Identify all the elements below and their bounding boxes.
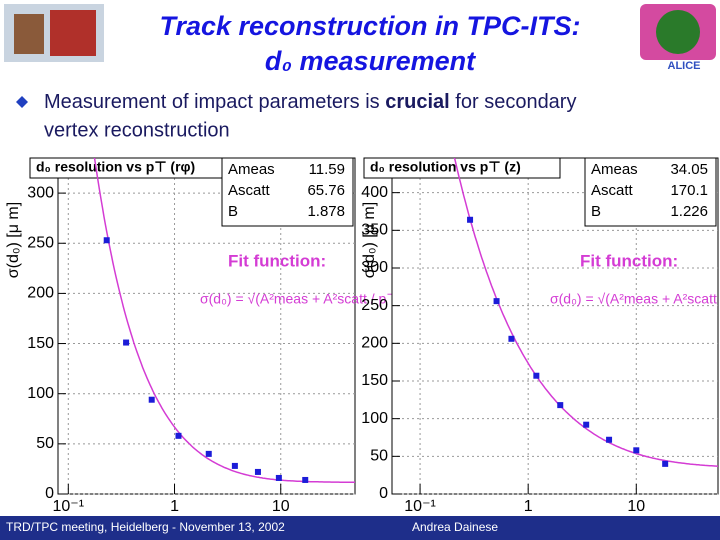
y-axis-label: σ(d₀) [μ m] bbox=[5, 202, 22, 278]
y-tick-label: 50 bbox=[370, 448, 388, 465]
data-point bbox=[205, 450, 212, 457]
bullet-icon bbox=[16, 96, 28, 108]
stat-value: 1.878 bbox=[307, 203, 345, 220]
x-tick-label: 10⁻¹ bbox=[404, 498, 436, 515]
logo-label: ALICE bbox=[668, 60, 701, 72]
bullet-part: Measurement of impact parameters is bbox=[44, 91, 380, 113]
data-point bbox=[662, 460, 669, 467]
y-tick-label: 50 bbox=[36, 435, 54, 452]
data-point bbox=[633, 447, 640, 454]
fit-label: Fit function: bbox=[580, 251, 678, 270]
data-point bbox=[493, 298, 500, 305]
data-point bbox=[533, 372, 540, 379]
x-tick-label: 1 bbox=[524, 498, 533, 515]
stat-name: Ameas bbox=[228, 161, 275, 178]
stat-value: 11.59 bbox=[309, 161, 345, 178]
y-tick-label: 0 bbox=[379, 485, 388, 502]
bullet-emphasis: crucial bbox=[385, 91, 449, 113]
slide-title: d₀ measurement bbox=[265, 46, 476, 76]
bullet-text: Measurement of impact parameters is cruc… bbox=[44, 91, 576, 113]
y-tick-label: 200 bbox=[361, 335, 388, 352]
fit-curve bbox=[453, 158, 718, 467]
chart-title: d₀ resolution vs p⊤ (rφ) bbox=[36, 159, 195, 175]
chart-title: d₀ resolution vs p⊤ (z) bbox=[370, 159, 521, 175]
y-tick-label: 100 bbox=[361, 410, 388, 427]
data-point bbox=[175, 432, 182, 439]
slide-title: Track reconstruction in TPC-ITS: bbox=[159, 11, 580, 41]
data-point bbox=[606, 436, 613, 443]
fit-label: Fit function: bbox=[228, 251, 326, 270]
y-tick-label: 0 bbox=[45, 485, 54, 502]
y-tick-label: 250 bbox=[361, 297, 388, 314]
detector-part bbox=[50, 10, 96, 56]
data-point bbox=[302, 476, 309, 483]
stat-value: 65.76 bbox=[307, 182, 345, 199]
bullet-part: for secondary bbox=[455, 91, 576, 113]
data-point bbox=[148, 396, 155, 403]
y-tick-label: 150 bbox=[361, 372, 388, 389]
data-point bbox=[557, 402, 564, 409]
detector-part bbox=[14, 14, 44, 54]
stats-box bbox=[584, 157, 717, 227]
bullet-text: vertex reconstruction bbox=[44, 119, 230, 141]
data-point bbox=[508, 335, 515, 342]
y-tick-label: 300 bbox=[27, 184, 54, 201]
y-tick-label: 350 bbox=[361, 222, 388, 239]
stat-value: 170.1 bbox=[670, 182, 708, 199]
fit-formula: σ(d₀) = √(A²meas + A²scatt / p⊤ᴮ) bbox=[200, 291, 409, 307]
y-tick-label: 200 bbox=[27, 285, 54, 302]
stat-name: B bbox=[591, 203, 601, 220]
footer-text: Andrea Dainese bbox=[412, 520, 498, 534]
y-tick-label: 400 bbox=[361, 184, 388, 201]
event-display bbox=[656, 10, 700, 54]
chart-title-box bbox=[363, 157, 561, 179]
y-tick-label: 300 bbox=[361, 259, 388, 276]
y-tick-label: 150 bbox=[27, 335, 54, 352]
x-tick-label: 10 bbox=[272, 498, 290, 515]
stat-value: 34.05 bbox=[670, 161, 708, 178]
data-point bbox=[254, 468, 261, 475]
data-point bbox=[583, 421, 590, 428]
fit-formula: σ(d₀) = √(A²meas + A²scatt / p⊤ᴮ) bbox=[550, 291, 720, 307]
x-tick-label: 10⁻¹ bbox=[53, 498, 85, 515]
data-point bbox=[123, 339, 130, 346]
x-tick-label: 10 bbox=[627, 498, 645, 515]
stat-value: 1.226 bbox=[670, 203, 708, 220]
stat-name: B bbox=[228, 203, 238, 220]
footer-text: TRD/TPC meeting, Heidelberg - November 1… bbox=[6, 520, 285, 534]
stat-name: Ameas bbox=[591, 161, 638, 178]
stat-name: Ascatt bbox=[591, 182, 634, 199]
stat-name: Ascatt bbox=[228, 182, 271, 199]
stats-box bbox=[221, 157, 354, 227]
data-point bbox=[103, 237, 110, 244]
y-tick-label: 100 bbox=[27, 385, 54, 402]
x-tick-label: 1 bbox=[170, 498, 179, 515]
footer-bar bbox=[0, 516, 720, 540]
y-axis-label: σ(d₀) [μ m] bbox=[361, 202, 378, 278]
y-tick-label: 250 bbox=[27, 234, 54, 251]
data-point bbox=[231, 462, 238, 469]
data-point bbox=[275, 474, 282, 481]
data-point bbox=[467, 216, 474, 223]
